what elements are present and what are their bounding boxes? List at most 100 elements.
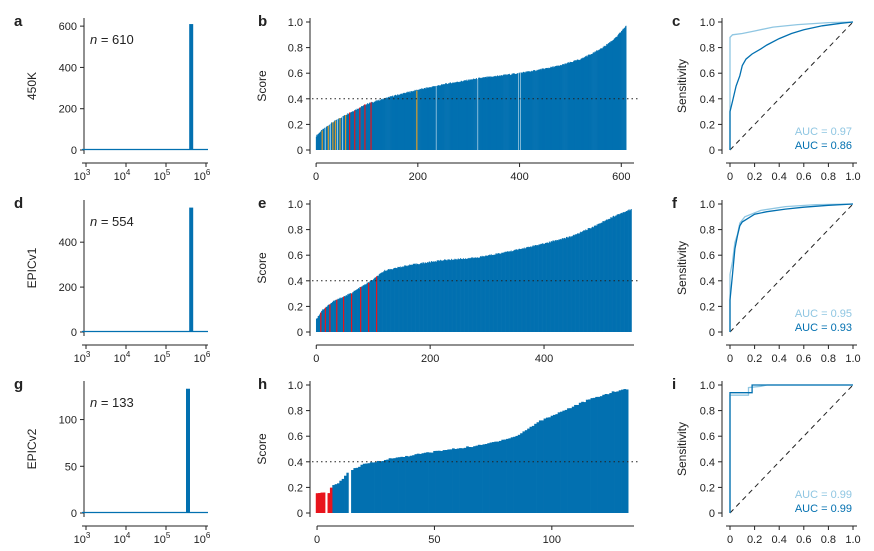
score-bar: [608, 219, 610, 332]
y-tick-label: 0.2: [700, 482, 715, 494]
score-bar: [578, 402, 582, 513]
score-bar: [400, 267, 402, 332]
score-bar: [396, 95, 398, 150]
score-bar: [549, 242, 551, 332]
score-bar: [559, 239, 561, 332]
score-bar: [403, 266, 405, 332]
score-bar: [623, 389, 627, 513]
score-bar: [475, 257, 477, 332]
score-bar: [608, 42, 610, 150]
panel-label: g: [14, 376, 23, 393]
x-tick-label: 106: [194, 350, 211, 365]
score-bar: [372, 102, 374, 150]
score-bar: [547, 68, 549, 150]
score-bar: [345, 296, 346, 332]
score-bar: [325, 127, 327, 150]
score-bar: [509, 251, 511, 332]
score-bar: [508, 251, 510, 332]
score-bar: [425, 88, 427, 150]
score-bar: [368, 103, 370, 150]
x-tick-label: 103: [74, 168, 91, 183]
score-bar: [422, 88, 424, 150]
x-tick-label: 105: [154, 350, 171, 365]
score-bar: [496, 253, 498, 332]
score-bar: [431, 86, 433, 150]
score-bar: [493, 76, 495, 150]
score-bar: [424, 262, 426, 332]
score-bar: [442, 260, 444, 332]
score-bar: [597, 223, 599, 332]
score-bar: [541, 243, 543, 332]
score-bar: [343, 115, 345, 150]
score-bar: [618, 214, 620, 332]
score-bar: [440, 85, 442, 150]
score-bar: [559, 65, 561, 150]
score-bar: [532, 71, 533, 150]
score-bar: [557, 412, 561, 513]
score-bar: [517, 73, 519, 150]
score-bar: [446, 260, 448, 332]
score-bar: [581, 231, 583, 332]
highlighted-score-bar: [354, 110, 356, 150]
score-bar: [598, 223, 600, 332]
panel-label: h: [258, 376, 267, 393]
score-bar: [516, 73, 518, 150]
score-bar: [523, 71, 525, 150]
score-bar: [373, 101, 375, 150]
score-bar: [343, 295, 345, 332]
score-bar: [383, 99, 385, 150]
score-bar: [341, 298, 343, 332]
score-bar: [566, 63, 567, 150]
score-bar: [348, 113, 350, 150]
score-bar: [498, 75, 500, 150]
score-bar: [524, 248, 526, 332]
score-bar: [334, 300, 336, 332]
score-bar: [592, 397, 596, 513]
score-bar: [365, 105, 367, 150]
score-bar: [363, 285, 365, 332]
score-bar: [420, 263, 422, 332]
score-bar: [585, 399, 589, 513]
score-bar: [529, 71, 531, 150]
score-bar: [474, 78, 475, 150]
score-bar: [583, 230, 585, 332]
score-bar: [484, 77, 486, 150]
score-bar: [415, 263, 417, 332]
y-tick-label: 0.4: [700, 276, 715, 288]
score-bar: [364, 285, 366, 332]
score-bar: [485, 255, 487, 332]
score-bar: [427, 87, 429, 150]
histogram-panel-g: g EPICv2 0 50 100 103 104 105 106 n = 133: [14, 376, 211, 546]
score-bar: [367, 463, 371, 513]
score-bar: [402, 267, 404, 332]
score-bar: [445, 83, 447, 150]
score-bar: [358, 289, 360, 332]
score-bar: [457, 258, 459, 332]
score-bar: [560, 238, 562, 332]
score-bar: [401, 267, 403, 332]
score-bar: [384, 270, 386, 332]
score-bar: [498, 253, 500, 332]
score-bar: [374, 462, 378, 513]
score-bar: [516, 249, 518, 332]
score-bar: [439, 85, 441, 150]
score-bar: [620, 32, 621, 150]
score-bar: [519, 249, 521, 332]
y-tick-label: 0: [297, 327, 303, 339]
score-bar: [565, 238, 567, 332]
score-bar: [520, 248, 522, 332]
score-bar: [573, 234, 575, 332]
score-bar: [610, 217, 612, 332]
score-bar: [624, 27, 625, 150]
y-tick-label: 0.6: [700, 250, 715, 262]
panel-label: e: [258, 195, 266, 212]
score-bar: [612, 40, 614, 150]
score-bar: [590, 228, 592, 332]
score-bar: [481, 78, 483, 150]
score-bar: [432, 86, 434, 150]
score-bar: [542, 68, 544, 150]
highlighted-score-bar: [329, 124, 331, 150]
score-bar: [520, 72, 522, 150]
score-bar: [500, 76, 502, 150]
